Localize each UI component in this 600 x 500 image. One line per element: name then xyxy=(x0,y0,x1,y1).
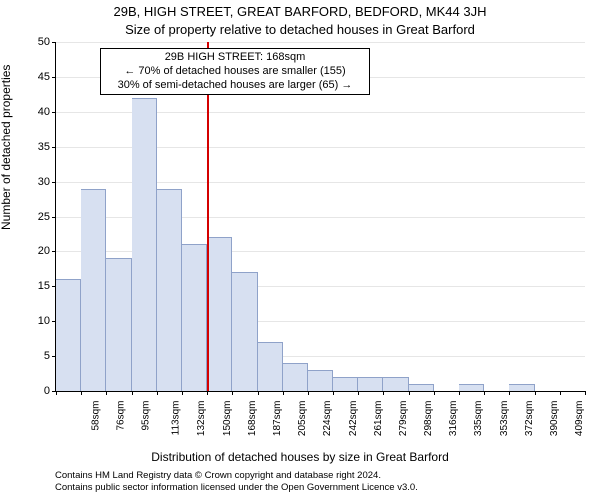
x-tick-mark xyxy=(56,391,57,395)
x-tick-label: 150sqm xyxy=(222,401,233,437)
annotation-line-2: ← 70% of detached houses are smaller (15… xyxy=(105,65,365,79)
annotation-box: 29B HIGH STREET: 168sqm ← 70% of detache… xyxy=(100,48,370,95)
y-tick-label: 0 xyxy=(44,385,56,397)
x-tick-mark xyxy=(157,391,158,395)
annotation-line-1: 29B HIGH STREET: 168sqm xyxy=(105,51,365,65)
x-tick-mark xyxy=(585,391,586,395)
x-tick-label: 335sqm xyxy=(474,401,485,437)
x-tick-mark xyxy=(232,391,233,395)
y-tick-label: 10 xyxy=(38,315,56,327)
y-tick-label: 35 xyxy=(38,141,56,153)
y-tick-label: 15 xyxy=(38,280,56,292)
x-tick-label: 224sqm xyxy=(322,401,333,437)
x-tick-label: 261sqm xyxy=(373,401,384,437)
x-tick-mark xyxy=(560,391,561,395)
y-tick-label: 45 xyxy=(38,71,56,83)
y-axis-label: Number of detached properties xyxy=(0,65,13,230)
y-tick-label: 25 xyxy=(38,211,56,223)
histogram-bar xyxy=(258,342,283,391)
chart-container: 29B, HIGH STREET, GREAT BARFORD, BEDFORD… xyxy=(0,0,600,500)
x-tick-mark xyxy=(207,391,208,395)
histogram-bar xyxy=(283,363,308,391)
histogram-bar xyxy=(459,384,484,391)
footer-line-1: Contains HM Land Registry data © Crown c… xyxy=(55,470,418,482)
y-tick-label: 20 xyxy=(38,245,56,257)
x-tick-mark xyxy=(509,391,510,395)
x-tick-mark xyxy=(182,391,183,395)
x-tick-label: 353sqm xyxy=(499,401,510,437)
histogram-bar xyxy=(106,258,131,391)
x-tick-label: 132sqm xyxy=(196,401,207,437)
x-tick-label: 242sqm xyxy=(348,401,359,437)
x-tick-mark xyxy=(383,391,384,395)
x-tick-label: 298sqm xyxy=(423,401,434,437)
x-tick-mark xyxy=(409,391,410,395)
x-tick-label: 409sqm xyxy=(574,401,585,437)
x-tick-mark xyxy=(434,391,435,395)
x-tick-label: 279sqm xyxy=(398,401,409,437)
x-tick-mark xyxy=(106,391,107,395)
histogram-bar xyxy=(132,98,157,391)
chart-subtitle: Size of property relative to detached ho… xyxy=(0,22,600,37)
x-tick-mark xyxy=(358,391,359,395)
x-tick-mark xyxy=(81,391,82,395)
histogram-bar xyxy=(182,244,207,391)
y-tick-label: 40 xyxy=(38,106,56,118)
gridline xyxy=(56,42,585,43)
histogram-bar xyxy=(308,370,333,391)
histogram-bar xyxy=(509,384,534,391)
x-tick-label: 372sqm xyxy=(524,401,535,437)
x-tick-label: 76sqm xyxy=(115,401,126,431)
x-tick-label: 168sqm xyxy=(247,401,258,437)
x-tick-label: 316sqm xyxy=(448,401,459,437)
histogram-bar xyxy=(157,189,182,391)
histogram-bar xyxy=(383,377,408,391)
histogram-bar xyxy=(207,237,232,391)
histogram-bar xyxy=(358,377,383,391)
x-tick-label: 113sqm xyxy=(171,401,182,436)
x-tick-mark xyxy=(132,391,133,395)
x-tick-label: 390sqm xyxy=(549,401,560,437)
x-tick-label: 205sqm xyxy=(297,401,308,437)
x-tick-mark xyxy=(333,391,334,395)
footer: Contains HM Land Registry data © Crown c… xyxy=(55,470,418,494)
chart-title: 29B, HIGH STREET, GREAT BARFORD, BEDFORD… xyxy=(0,4,600,19)
x-axis-label: Distribution of detached houses by size … xyxy=(0,450,600,464)
x-tick-mark xyxy=(258,391,259,395)
histogram-bar xyxy=(56,279,81,391)
x-tick-label: 187sqm xyxy=(272,401,283,437)
x-tick-mark xyxy=(308,391,309,395)
x-tick-label: 58sqm xyxy=(90,401,101,431)
y-tick-label: 30 xyxy=(38,176,56,188)
x-tick-mark xyxy=(283,391,284,395)
y-tick-label: 5 xyxy=(44,350,56,362)
x-tick-label: 95sqm xyxy=(140,401,151,431)
histogram-bar xyxy=(409,384,434,391)
histogram-bar xyxy=(81,189,106,391)
plot-area: 0510152025303540455058sqm76sqm95sqm113sq… xyxy=(55,42,585,392)
annotation-line-3: 30% of semi-detached houses are larger (… xyxy=(105,79,365,93)
x-tick-mark xyxy=(484,391,485,395)
x-tick-mark xyxy=(459,391,460,395)
histogram-bar xyxy=(333,377,358,391)
y-tick-label: 50 xyxy=(38,36,56,48)
footer-line-2: Contains public sector information licen… xyxy=(55,482,418,494)
histogram-bar xyxy=(232,272,257,391)
x-tick-mark xyxy=(535,391,536,395)
